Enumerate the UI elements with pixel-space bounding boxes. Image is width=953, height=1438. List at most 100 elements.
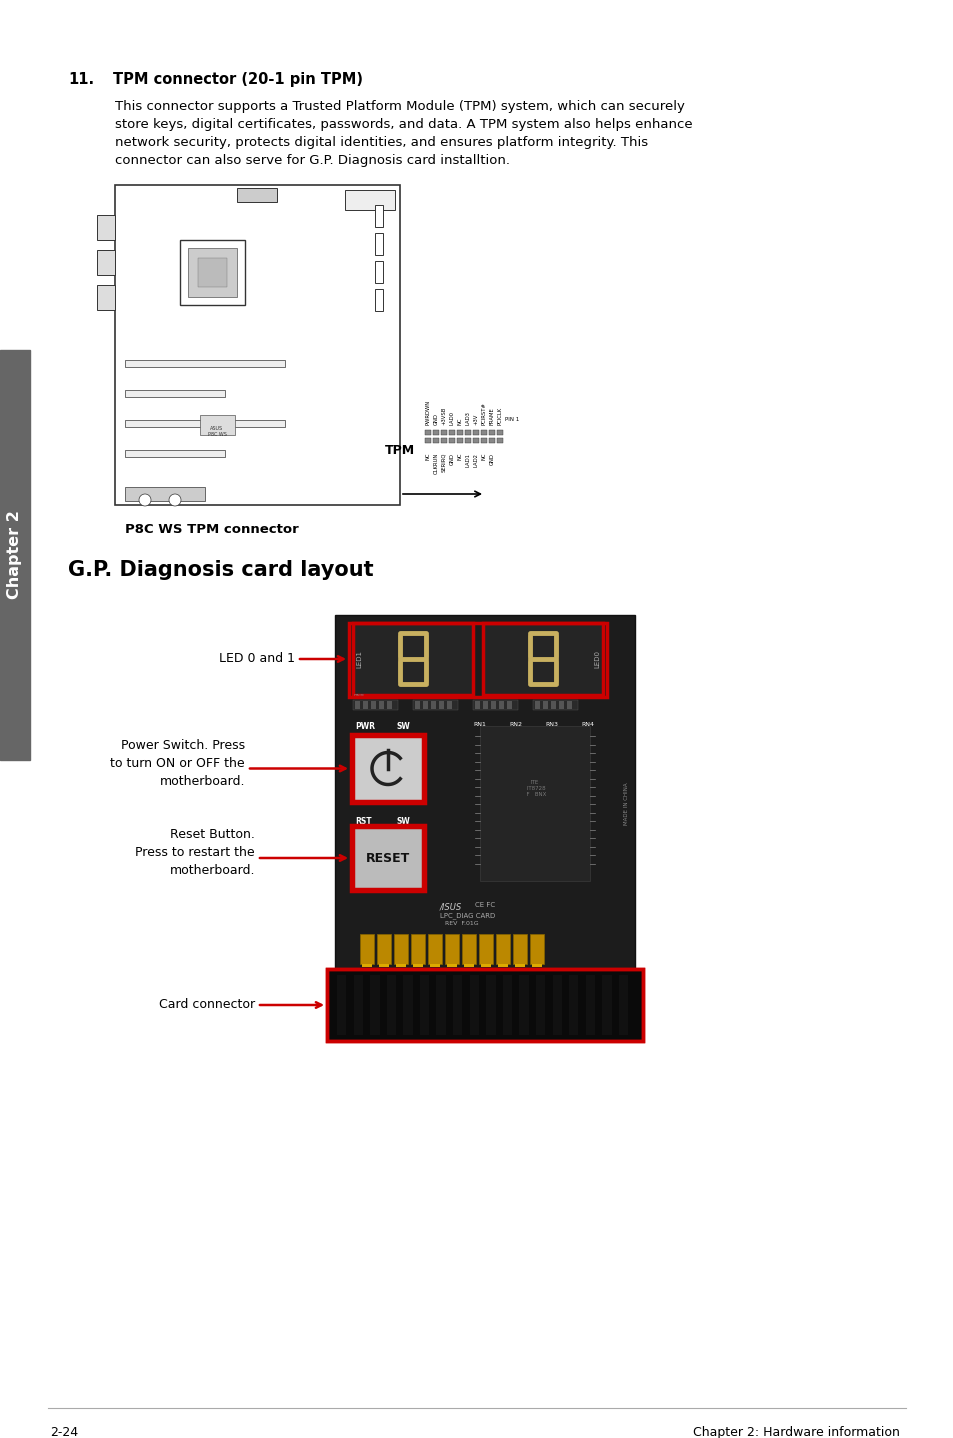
Text: ITE
 IT8728
  F   BNX: ITE IT8728 F BNX — [523, 781, 546, 797]
Text: NC: NC — [457, 417, 462, 426]
Bar — [530, 935, 543, 963]
Bar — [125, 360, 285, 367]
Bar — [491, 700, 496, 709]
Bar — [440, 430, 447, 436]
Bar — [387, 700, 392, 709]
Bar — [558, 700, 563, 709]
Text: +3VSB: +3VSB — [441, 407, 446, 426]
Bar — [363, 700, 368, 709]
Text: RN5: RN5 — [354, 695, 365, 699]
Bar — [601, 975, 611, 1035]
Bar — [497, 439, 502, 443]
Bar — [498, 700, 503, 709]
Circle shape — [139, 495, 151, 506]
Bar — [479, 726, 589, 881]
Text: /ISUS: /ISUS — [439, 902, 462, 912]
Bar — [413, 700, 457, 710]
Text: TPM: TPM — [384, 443, 415, 456]
Bar — [355, 700, 359, 709]
Text: NC: NC — [481, 453, 486, 460]
Bar — [125, 487, 205, 500]
Bar — [413, 963, 422, 966]
Bar — [480, 430, 486, 436]
Bar — [453, 975, 462, 1035]
Bar — [371, 700, 375, 709]
Text: LPC_DIAG CARD: LPC_DIAG CARD — [439, 912, 495, 919]
Bar — [569, 975, 578, 1035]
Bar — [456, 430, 462, 436]
Text: RST: RST — [355, 817, 372, 825]
Bar — [533, 700, 578, 710]
Text: FRAME: FRAME — [489, 407, 494, 426]
Text: RN2: RN2 — [509, 722, 522, 728]
Bar — [125, 390, 225, 397]
Text: NC: NC — [425, 453, 430, 460]
Bar — [518, 975, 528, 1035]
Bar — [489, 430, 495, 436]
Bar — [482, 700, 488, 709]
Bar — [447, 700, 452, 709]
Bar — [482, 623, 602, 695]
Bar — [361, 963, 372, 966]
Text: RN3: RN3 — [545, 722, 558, 728]
Bar — [473, 430, 478, 436]
Bar — [438, 700, 443, 709]
Bar — [515, 963, 524, 966]
Bar — [125, 420, 285, 427]
Text: Chapter 2: Hardware information: Chapter 2: Hardware information — [693, 1426, 899, 1438]
Bar — [353, 623, 473, 695]
Bar — [375, 289, 382, 311]
Bar — [359, 935, 374, 963]
Bar — [447, 963, 456, 966]
Bar — [345, 190, 395, 210]
Bar — [97, 285, 115, 311]
Bar — [378, 700, 384, 709]
Text: LED1: LED1 — [355, 650, 361, 669]
Bar — [535, 700, 539, 709]
Text: RN1: RN1 — [473, 722, 486, 728]
Bar — [351, 733, 424, 802]
Bar — [566, 700, 572, 709]
Bar — [461, 935, 476, 963]
Text: SW: SW — [396, 817, 411, 825]
Bar — [403, 975, 413, 1035]
Text: +3V: +3V — [473, 414, 478, 426]
Bar — [502, 975, 512, 1035]
Bar — [463, 963, 474, 966]
Bar — [469, 975, 478, 1035]
Bar — [422, 700, 428, 709]
Bar — [236, 188, 276, 201]
Bar — [497, 963, 507, 966]
Text: GND: GND — [449, 453, 454, 464]
Text: GND: GND — [489, 453, 494, 464]
Bar — [375, 262, 382, 283]
Text: LAD3: LAD3 — [465, 411, 470, 426]
Text: CE FC: CE FC — [475, 902, 495, 907]
Bar — [327, 969, 642, 1041]
Text: Power Switch. Press
to turn ON or OFF the
motherboard.: Power Switch. Press to turn ON or OFF th… — [111, 739, 245, 788]
Text: LED 0 and 1: LED 0 and 1 — [219, 653, 294, 666]
Bar — [351, 825, 424, 892]
Bar — [496, 935, 510, 963]
Text: LAD0: LAD0 — [449, 411, 454, 426]
Text: Reset Button.
Press to restart the
motherboard.: Reset Button. Press to restart the mothe… — [135, 828, 254, 877]
Text: P8C WS TPM connector: P8C WS TPM connector — [125, 523, 298, 536]
Bar — [394, 935, 408, 963]
Text: LAD1: LAD1 — [465, 453, 470, 467]
Text: GND: GND — [433, 413, 438, 426]
Bar — [378, 963, 389, 966]
Bar — [585, 975, 595, 1035]
Text: ASUS
P8C WS: ASUS P8C WS — [208, 426, 226, 437]
Text: SW: SW — [396, 722, 411, 731]
Bar — [473, 700, 517, 710]
Bar — [353, 736, 422, 801]
Text: PCIRST#: PCIRST# — [481, 403, 486, 426]
Bar — [353, 700, 397, 710]
Bar — [532, 963, 541, 966]
Bar — [354, 975, 362, 1035]
Text: RN4: RN4 — [581, 722, 594, 728]
Bar — [336, 975, 346, 1035]
Bar — [473, 439, 478, 443]
Bar — [375, 206, 382, 227]
Bar — [125, 450, 225, 457]
